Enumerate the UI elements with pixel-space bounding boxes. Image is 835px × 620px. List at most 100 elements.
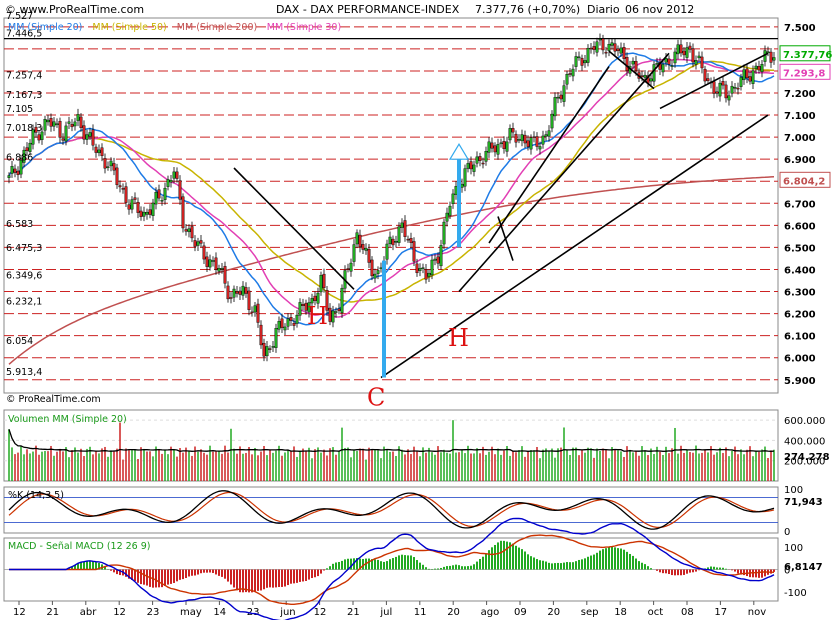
- candle-body: [664, 58, 668, 63]
- candle-body: [112, 163, 116, 171]
- macd-histogram-bar: [473, 564, 475, 570]
- macd-histogram-bar: [416, 560, 418, 570]
- volume-bar: [680, 445, 682, 481]
- candle-body: [19, 159, 23, 175]
- macd-histogram-bar: [146, 569, 148, 586]
- volume-bar: [470, 453, 472, 481]
- macd-histogram-bar: [668, 569, 670, 575]
- volume-bar: [458, 452, 460, 481]
- candle-body: [721, 81, 725, 86]
- volume-bar: [41, 451, 43, 481]
- macd-histogram-bar: [173, 569, 175, 583]
- candle-body: [337, 308, 341, 311]
- candle-body: [262, 342, 266, 357]
- volume-bar: [26, 449, 28, 481]
- level-label: 7.257,4: [6, 70, 42, 81]
- macd-histogram-bar: [275, 569, 277, 588]
- volume-bar: [731, 450, 733, 481]
- candle-body: [238, 290, 242, 295]
- macd-histogram-bar: [206, 569, 208, 573]
- x-tick-label: jul: [379, 607, 392, 618]
- volume-bar: [185, 447, 187, 481]
- volume-bar: [512, 450, 514, 481]
- candle-body: [226, 285, 230, 300]
- macd-histogram-bar: [722, 567, 724, 570]
- candle-body: [73, 121, 77, 127]
- x-tick-label: 21: [347, 607, 360, 618]
- candle-body: [400, 222, 404, 228]
- price-tick-label: 6.300: [784, 288, 816, 299]
- candle-body: [541, 135, 545, 145]
- candle-body: [100, 147, 104, 157]
- candle-body: [682, 50, 686, 56]
- watermark: © ProRealTime.com: [6, 394, 101, 405]
- volume-bar: [86, 448, 88, 481]
- candle-body: [178, 180, 182, 200]
- macd-histogram-bar: [461, 566, 463, 570]
- volume-bar: [8, 429, 10, 481]
- candle-body: [436, 256, 440, 264]
- candle-body: [13, 168, 17, 173]
- candle-body: [331, 310, 335, 323]
- macd-histogram-bar: [449, 565, 451, 570]
- volume-bar: [536, 446, 538, 481]
- macd-histogram-bar: [68, 567, 70, 570]
- volume-bar: [206, 454, 208, 481]
- volume-bar: [47, 451, 49, 481]
- macd-histogram-bar: [605, 548, 607, 570]
- macd-histogram-bar: [254, 569, 256, 592]
- macd-histogram-bar: [512, 543, 514, 570]
- macd-histogram-bar: [371, 559, 373, 570]
- macd-histogram-bar: [110, 569, 112, 571]
- x-tick-label: may: [180, 607, 202, 618]
- macd-histogram-bar: [476, 561, 478, 570]
- candle-body: [706, 78, 710, 81]
- volume-bar: [647, 455, 649, 481]
- candle-body: [556, 96, 560, 99]
- macd-histogram-bar: [383, 561, 385, 570]
- macd-histogram-bar: [488, 550, 490, 570]
- candle-body: [688, 45, 692, 50]
- volume-bar: [713, 454, 715, 481]
- volume-bar: [317, 447, 319, 481]
- price-tick-label: 7.500: [784, 23, 816, 34]
- volume-bar: [272, 452, 274, 481]
- volume-bar: [323, 449, 325, 481]
- macd-histogram-bar: [452, 565, 454, 570]
- volume-bar: [674, 427, 676, 481]
- volume-bar: [350, 457, 352, 481]
- macd-histogram-bar: [680, 569, 682, 576]
- price-tick-label: 6.600: [784, 221, 816, 232]
- volume-bar: [539, 458, 541, 481]
- level-label: 7.527: [6, 11, 33, 22]
- volume-bar: [737, 454, 739, 481]
- macd-histogram-bar: [98, 562, 100, 570]
- volume-bar: [515, 452, 517, 481]
- volume-bar: [671, 448, 673, 481]
- volume-bar: [119, 422, 121, 481]
- macd-histogram-bar: [329, 566, 331, 570]
- macd-histogram-bar: [395, 556, 397, 570]
- volume-bar: [173, 449, 175, 481]
- volume-bar: [656, 446, 658, 481]
- trendline: [659, 52, 769, 110]
- volume-bar: [725, 447, 727, 481]
- macd-histogram-bar: [656, 569, 658, 571]
- volume-bar: [239, 446, 241, 481]
- volume-bar: [518, 450, 520, 481]
- candle-body: [88, 132, 92, 137]
- macd-histogram-bar: [509, 542, 511, 570]
- candle-body: [607, 44, 611, 51]
- macd-histogram-bar: [161, 569, 163, 588]
- macd-histogram-bar: [80, 562, 82, 570]
- volume-bar: [695, 445, 697, 481]
- volume-bar: [605, 449, 607, 481]
- price-tag: 7.293,8: [783, 68, 825, 79]
- volume-bar: [485, 454, 487, 481]
- candle-body: [649, 78, 653, 82]
- volume-bar: [341, 427, 343, 481]
- trendline: [380, 114, 769, 379]
- macd-histogram-bar: [299, 569, 301, 582]
- sma200-line: [8, 176, 775, 365]
- x-tick-label: 12: [314, 607, 327, 618]
